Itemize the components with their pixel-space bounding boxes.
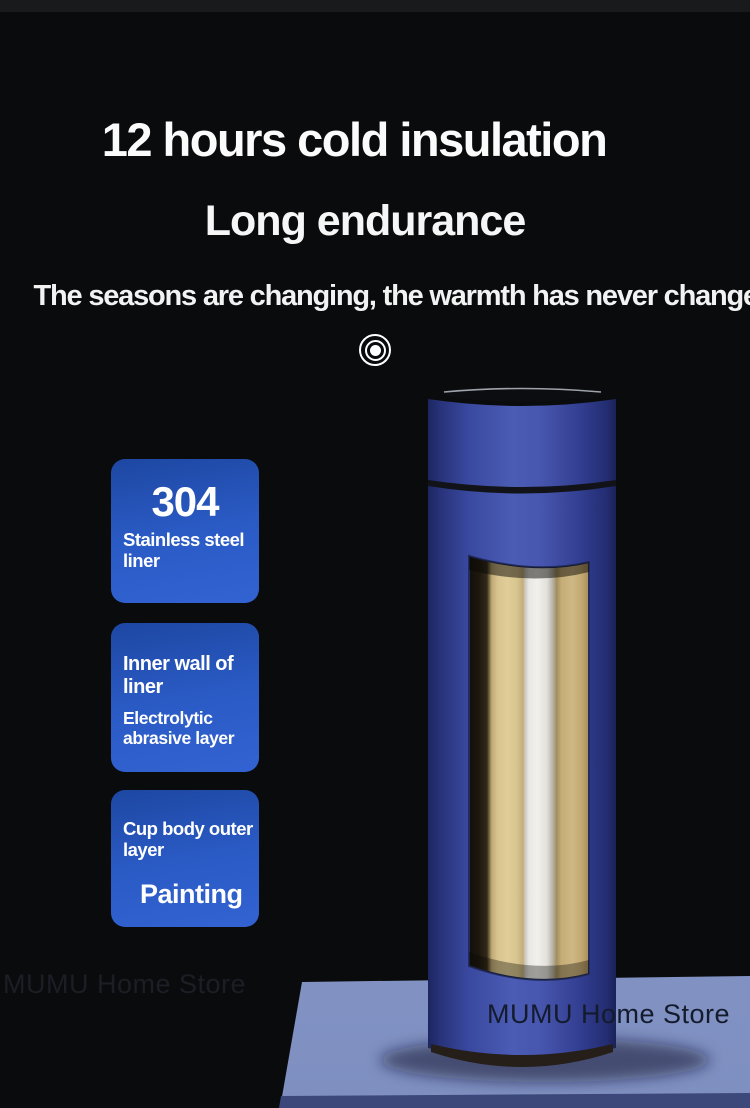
feature-line: abrasive layer	[123, 728, 235, 749]
cutaway-window	[468, 554, 590, 981]
feature-box-outer-layer: Cup body outer layer Painting	[111, 790, 259, 927]
cutaway-window-top-shadow	[469, 556, 589, 579]
concentric-circles-icon	[359, 334, 391, 366]
feature-line: liner	[123, 549, 160, 571]
page-subtitle: Long endurance	[204, 197, 526, 245]
watermark-store: MUMU Home Store	[487, 999, 731, 1029]
feature-line: layer	[123, 839, 164, 861]
bottle-lid	[438, 389, 606, 402]
bottle-lid-highlight	[443, 387, 602, 393]
page-title: 12 hours cold insulation	[101, 113, 608, 166]
concentric-circles-icon-ring	[364, 339, 386, 361]
feature-box-inner-wall: Inner wall of liner Electrolytic abrasiv…	[111, 623, 259, 772]
feature-line: Inner wall of	[123, 653, 234, 675]
feature-line: Electrolytic	[123, 708, 213, 728]
cutaway-window-bottom-shadow	[469, 952, 589, 980]
feature-line: Stainless steel	[123, 529, 245, 550]
feature-box-stainless-liner: 304 Stainless steel liner	[111, 459, 259, 603]
feature-line: liner	[123, 676, 163, 698]
feature-highlight-painting: Painting	[140, 878, 243, 909]
feature-headline-304: 304	[151, 478, 219, 525]
watermark-background: MUMU Home Store	[3, 969, 247, 999]
concentric-circles-icon-dot	[369, 344, 381, 356]
top-strip	[0, 0, 750, 12]
bottle-base	[431, 1044, 613, 1067]
feature-line: Cup body outer	[123, 818, 253, 839]
bottle-cap	[428, 399, 616, 487]
tagline: The seasons are changing, the warmth has…	[33, 280, 750, 312]
